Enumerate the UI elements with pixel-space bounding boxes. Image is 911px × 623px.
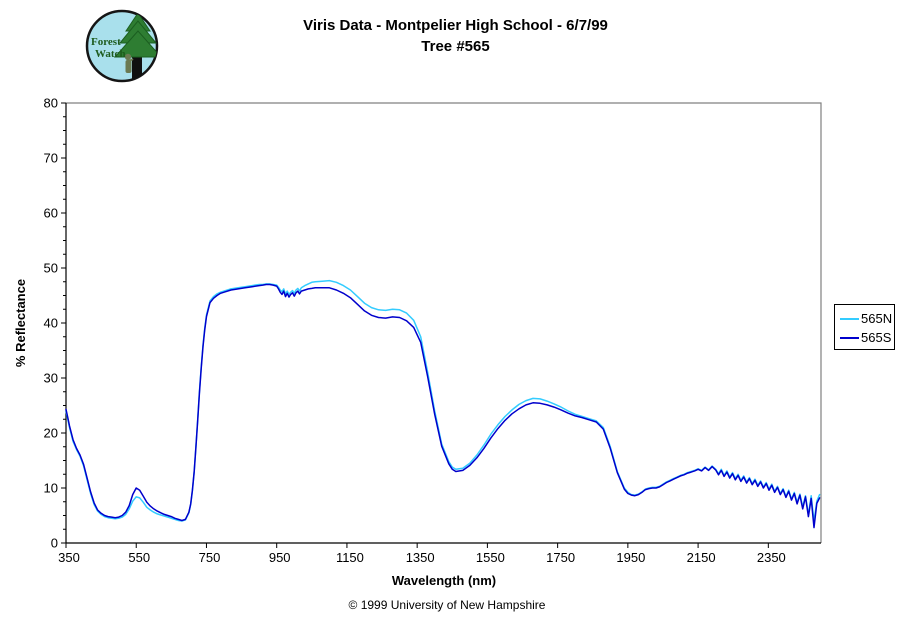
svg-text:30: 30 xyxy=(44,371,58,386)
svg-text:10: 10 xyxy=(44,481,58,496)
svg-text:550: 550 xyxy=(128,550,150,565)
svg-text:1350: 1350 xyxy=(406,550,435,565)
legend-label-565s: 565S xyxy=(861,330,892,345)
svg-text:70: 70 xyxy=(44,151,58,166)
data-series xyxy=(65,279,821,529)
svg-text:1550: 1550 xyxy=(476,550,505,565)
forest-watch-logo: Forest Watch xyxy=(82,5,162,87)
copyright-text: © 1999 University of New Hampshire xyxy=(348,598,546,612)
legend-label-565n: 565N xyxy=(861,311,893,326)
legend-line-swatch-565s xyxy=(840,336,859,339)
chart-title: Viris Data - Montpelier High School - 6/… xyxy=(0,15,911,57)
forest-watch-logo-graphic: Forest Watch xyxy=(85,9,159,83)
chart-title-line1: Viris Data - Montpelier High School - 6/… xyxy=(303,17,608,34)
svg-text:0: 0 xyxy=(51,536,58,551)
svg-text:80: 80 xyxy=(44,96,58,111)
logo-text-watch: Watch xyxy=(95,48,126,60)
legend-line-swatch-565n xyxy=(840,317,859,320)
svg-text:1150: 1150 xyxy=(336,550,364,565)
legend-item-565s: 565S xyxy=(835,328,894,347)
x-axis-title: Wavelength (nm) xyxy=(392,573,496,588)
chart-title-line2: Tree #565 xyxy=(421,38,490,55)
axes: 0 10 20 30 40 50 60 70 80 350 550 750 950 1150 1350 155… xyxy=(44,96,822,565)
svg-text:1950: 1950 xyxy=(616,550,645,565)
svg-text:2150: 2150 xyxy=(687,550,716,565)
svg-text:2350: 2350 xyxy=(757,550,786,565)
y-axis-title: % Reflectance xyxy=(13,279,28,367)
legend: 565N 565S xyxy=(834,304,895,350)
logo-tree-icon xyxy=(113,12,157,81)
svg-text:60: 60 xyxy=(44,206,58,221)
svg-text:50: 50 xyxy=(44,261,58,276)
svg-text:350: 350 xyxy=(58,550,80,565)
svg-text:40: 40 xyxy=(44,316,58,331)
svg-text:750: 750 xyxy=(199,550,221,565)
legend-item-565n: 565N xyxy=(835,309,894,328)
svg-text:1750: 1750 xyxy=(546,550,575,565)
svg-text:950: 950 xyxy=(269,550,291,565)
logo-text-forest: Forest xyxy=(91,36,121,48)
svg-text:20: 20 xyxy=(44,426,58,441)
